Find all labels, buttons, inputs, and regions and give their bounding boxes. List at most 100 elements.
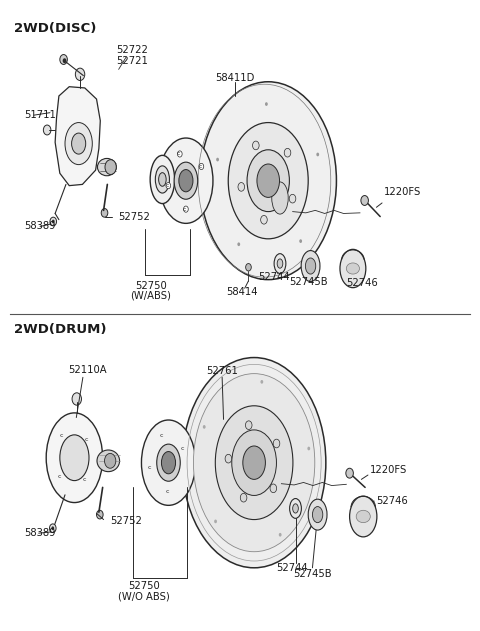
Ellipse shape — [182, 358, 326, 568]
Circle shape — [216, 158, 219, 162]
Circle shape — [203, 425, 205, 428]
Circle shape — [214, 519, 217, 523]
Ellipse shape — [156, 166, 169, 193]
Text: 58389: 58389 — [24, 221, 56, 232]
Circle shape — [237, 242, 240, 246]
Text: 52110A: 52110A — [68, 365, 107, 375]
Polygon shape — [55, 86, 100, 186]
Ellipse shape — [179, 170, 193, 192]
Ellipse shape — [356, 510, 370, 522]
Circle shape — [361, 196, 369, 206]
Circle shape — [183, 206, 188, 212]
Circle shape — [240, 493, 247, 502]
Ellipse shape — [232, 430, 276, 495]
Ellipse shape — [308, 499, 327, 530]
Text: 52744: 52744 — [276, 563, 308, 573]
Ellipse shape — [157, 444, 180, 481]
Ellipse shape — [161, 452, 176, 474]
Ellipse shape — [97, 158, 116, 176]
Circle shape — [72, 392, 82, 405]
Text: c: c — [148, 465, 151, 470]
Circle shape — [246, 264, 252, 271]
Text: 52722: 52722 — [116, 45, 148, 55]
Circle shape — [261, 215, 267, 224]
Circle shape — [178, 151, 182, 157]
Text: c: c — [58, 473, 61, 478]
Text: c: c — [183, 206, 186, 211]
Text: 58389: 58389 — [24, 528, 56, 538]
Ellipse shape — [174, 162, 198, 199]
Circle shape — [105, 160, 116, 175]
Circle shape — [346, 468, 353, 478]
Ellipse shape — [277, 259, 283, 268]
Text: 52745B: 52745B — [289, 277, 327, 287]
Text: 52752: 52752 — [118, 211, 150, 221]
Circle shape — [307, 447, 310, 451]
Text: c: c — [165, 488, 169, 493]
Text: 52750: 52750 — [128, 581, 159, 591]
Circle shape — [63, 58, 66, 63]
Ellipse shape — [312, 507, 323, 522]
Ellipse shape — [257, 164, 279, 198]
Ellipse shape — [293, 504, 299, 513]
Text: 52744: 52744 — [258, 272, 290, 282]
Text: 52745B: 52745B — [293, 569, 332, 579]
Text: (W/ABS): (W/ABS) — [130, 290, 171, 300]
Circle shape — [279, 533, 282, 536]
Ellipse shape — [200, 82, 336, 280]
Text: 52752: 52752 — [110, 516, 143, 526]
Text: 52746: 52746 — [347, 278, 378, 288]
Circle shape — [50, 217, 57, 226]
Ellipse shape — [216, 406, 293, 519]
Ellipse shape — [158, 173, 166, 186]
Text: 1220FS: 1220FS — [384, 187, 421, 197]
Ellipse shape — [72, 133, 86, 154]
Text: c: c — [85, 437, 88, 442]
Text: c: c — [60, 433, 63, 439]
Ellipse shape — [272, 182, 288, 214]
Ellipse shape — [301, 251, 320, 281]
Text: 52750: 52750 — [135, 281, 167, 291]
Text: c: c — [83, 477, 86, 482]
Text: c: c — [177, 151, 180, 156]
Circle shape — [166, 182, 171, 189]
Circle shape — [51, 526, 54, 530]
Ellipse shape — [142, 420, 195, 505]
Circle shape — [52, 220, 55, 223]
Ellipse shape — [46, 413, 103, 502]
Text: 52761: 52761 — [206, 366, 238, 376]
Text: c: c — [181, 446, 184, 451]
Circle shape — [75, 68, 85, 81]
Text: c: c — [198, 164, 202, 169]
Ellipse shape — [193, 374, 315, 551]
Circle shape — [261, 380, 263, 384]
Ellipse shape — [305, 258, 316, 274]
Circle shape — [289, 194, 296, 203]
Ellipse shape — [243, 446, 265, 480]
Text: 2WD(DISC): 2WD(DISC) — [14, 22, 96, 35]
Circle shape — [284, 148, 291, 157]
Text: 52746: 52746 — [376, 496, 408, 506]
Circle shape — [43, 125, 51, 135]
Circle shape — [245, 421, 252, 430]
Ellipse shape — [346, 263, 360, 274]
Ellipse shape — [247, 150, 289, 211]
Circle shape — [225, 454, 232, 463]
Circle shape — [316, 153, 319, 156]
Ellipse shape — [150, 155, 175, 204]
Ellipse shape — [60, 435, 89, 481]
Circle shape — [270, 484, 276, 493]
Ellipse shape — [340, 249, 366, 288]
Circle shape — [101, 208, 108, 217]
Circle shape — [105, 454, 116, 468]
Ellipse shape — [289, 498, 301, 518]
Text: c: c — [165, 183, 168, 188]
Ellipse shape — [65, 122, 92, 165]
Circle shape — [96, 510, 103, 519]
Text: 51711: 51711 — [24, 110, 57, 120]
Circle shape — [273, 439, 280, 448]
Circle shape — [265, 102, 268, 106]
Ellipse shape — [228, 122, 308, 239]
Circle shape — [252, 141, 259, 150]
Text: 2WD(DRUM): 2WD(DRUM) — [14, 323, 107, 336]
